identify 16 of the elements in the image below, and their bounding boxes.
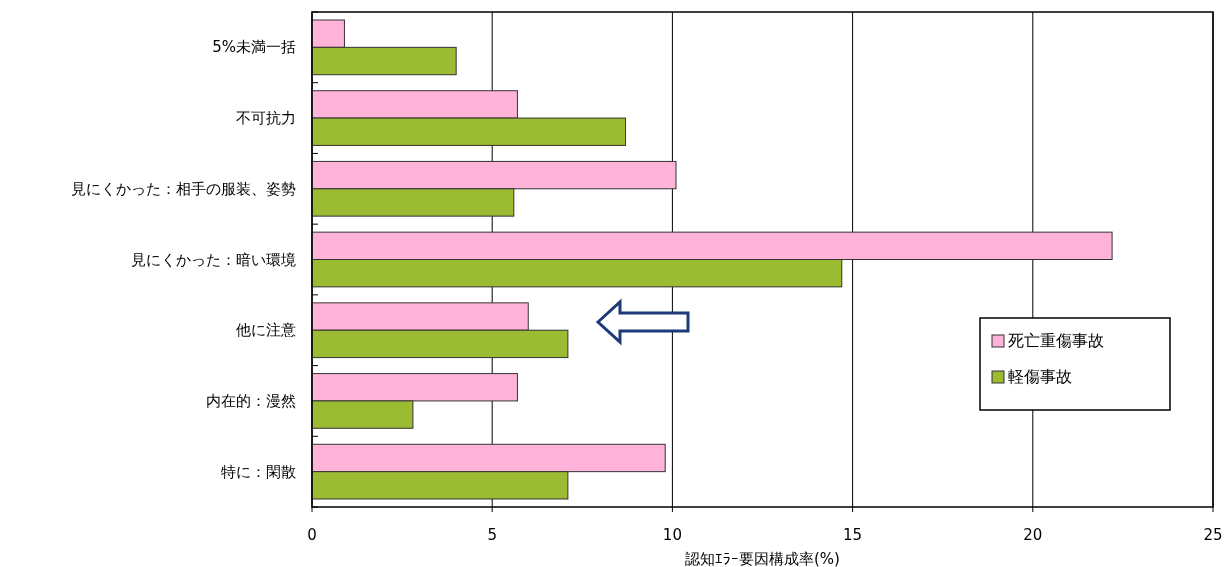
y-tick-label: 見にくかった：相手の服装、姿勢 — [71, 179, 296, 198]
x-tick-label: 15 — [843, 526, 863, 544]
y-tick-label: 不可抗力 — [236, 109, 296, 128]
legend-label: 死亡重傷事故 — [1008, 331, 1104, 350]
x-tick-label: 5 — [487, 526, 497, 544]
y-tick-label: 他に注意 — [236, 321, 296, 340]
legend-label: 軽傷事故 — [1008, 367, 1072, 386]
y-tick-label: 特に：閑散 — [221, 462, 296, 481]
y-tick-label: 内在的：漫然 — [206, 391, 296, 410]
x-axis-title: 認知ｴﾗｰ要因構成率(%) — [685, 550, 840, 567]
y-tick-label: 見にくかった：暗い環境 — [131, 250, 296, 269]
x-tick-label: 25 — [1203, 526, 1223, 544]
x-tick-label: 10 — [662, 526, 682, 544]
x-tick-label: 20 — [1023, 526, 1043, 544]
y-tick-label: 5%未満一括 — [212, 38, 296, 57]
x-tick-label: 0 — [307, 526, 317, 544]
